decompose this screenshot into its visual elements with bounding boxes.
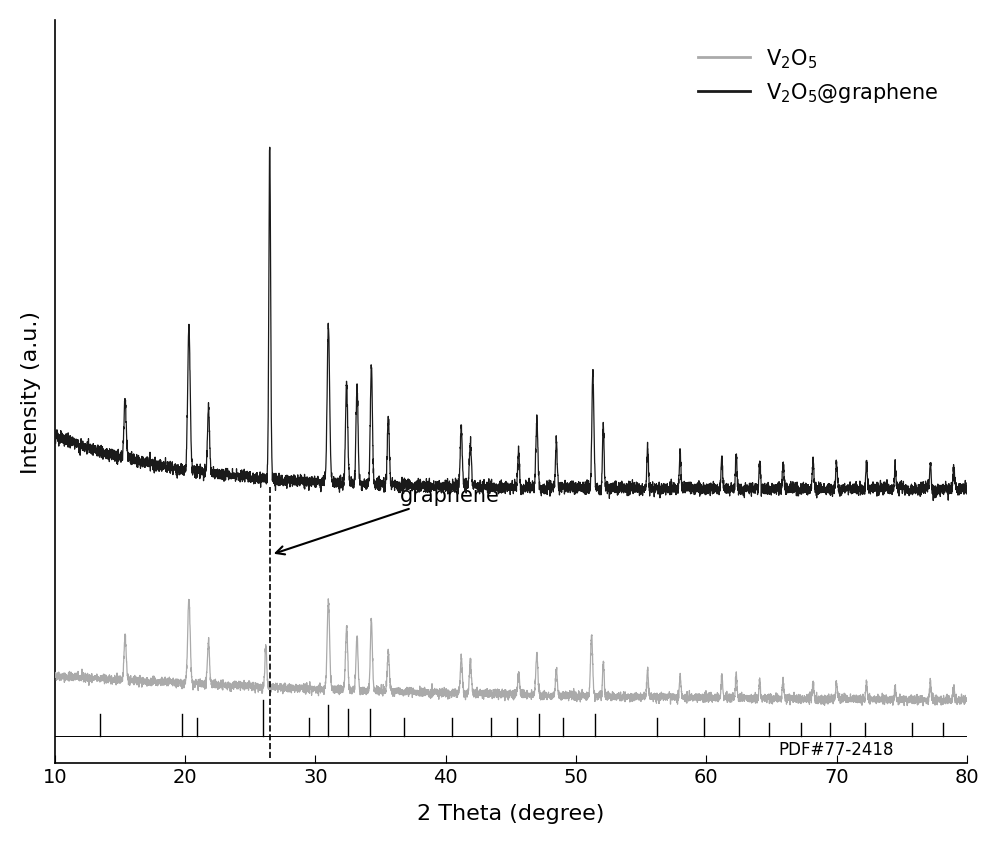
X-axis label: 2 Theta (degree): 2 Theta (degree)	[417, 803, 604, 823]
Text: graphene: graphene	[276, 485, 500, 555]
Y-axis label: Intensity (a.u.): Intensity (a.u.)	[21, 311, 41, 473]
Legend: $\mathrm{V_2O_5}$, $\mathrm{V_2O_5}$@graphene: $\mathrm{V_2O_5}$, $\mathrm{V_2O_5}$@gra…	[689, 39, 947, 113]
Text: PDF#77-2418: PDF#77-2418	[779, 740, 894, 759]
